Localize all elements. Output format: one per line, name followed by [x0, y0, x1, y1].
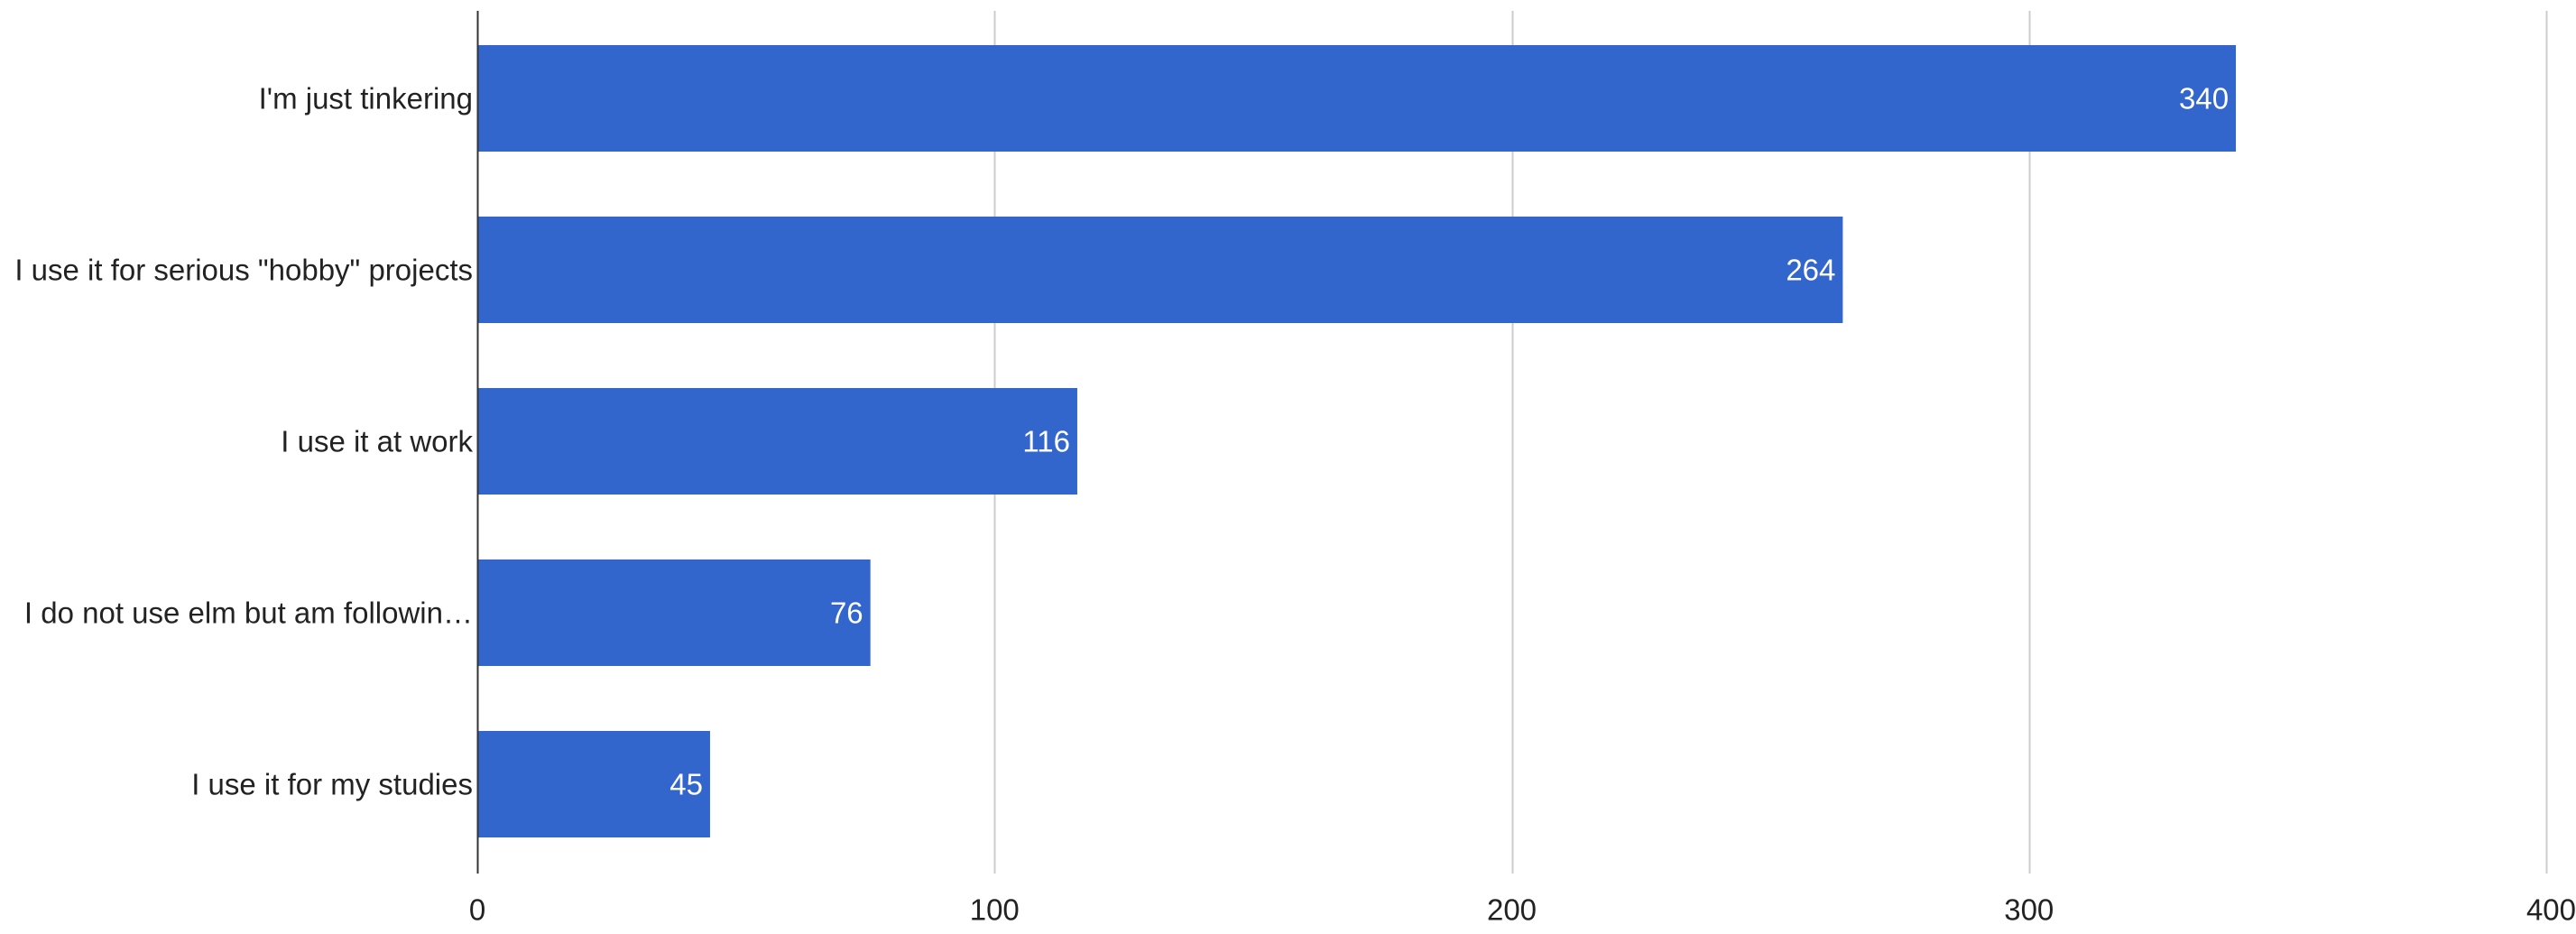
x-tick-label-200: 200	[1487, 893, 1537, 927]
bar-2	[477, 388, 1077, 495]
x-tick-label-100: 100	[970, 893, 1020, 927]
bar-0	[477, 45, 2237, 152]
bar-4	[477, 731, 710, 837]
category-label-2: I use it at work	[281, 425, 473, 458]
data-label-0: 340	[2179, 82, 2229, 116]
bar-1	[477, 217, 1843, 323]
x-tick-label-300: 300	[2004, 893, 2054, 927]
x-tick-label-0: 0	[469, 893, 485, 927]
category-label-3: I do not use elm but am followin…	[24, 596, 473, 630]
data-label-3: 76	[830, 596, 863, 630]
labels: 340 I'm just tinkering 264 I use it for ser…	[14, 82, 2576, 927]
data-label-2: 116	[1022, 425, 1070, 458]
category-label-0: I'm just tinkering	[259, 82, 473, 116]
data-label-4: 45	[669, 768, 703, 801]
category-label-4: I use it for my studies	[191, 768, 473, 801]
bar-3	[477, 559, 871, 666]
bars	[477, 45, 2237, 837]
data-label-1: 264	[1786, 254, 1835, 287]
category-label-1: I use it for serious "hobby" projects	[14, 254, 473, 287]
x-tick-label-400: 400	[2526, 893, 2576, 927]
